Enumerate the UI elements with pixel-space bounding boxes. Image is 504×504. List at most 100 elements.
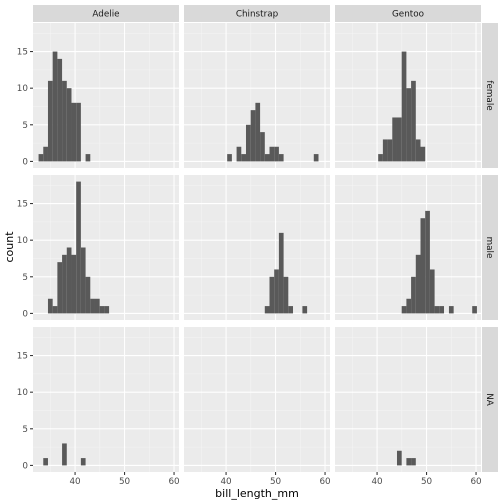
- histogram-bar: [429, 269, 435, 314]
- histogram-bar: [76, 102, 81, 162]
- histogram-bar: [264, 154, 270, 162]
- histogram-bar: [76, 181, 81, 314]
- histogram-bar: [80, 458, 86, 466]
- panel-na-gentoo: [335, 327, 481, 472]
- histogram-bar: [85, 154, 91, 162]
- panel-male-gentoo: [335, 175, 481, 320]
- panel-background: [33, 175, 179, 320]
- histogram-bar: [57, 58, 63, 162]
- histogram-bar: [406, 458, 412, 466]
- histogram-bar: [387, 139, 393, 162]
- x-tick-label: 50: [270, 477, 282, 487]
- histogram-bar: [104, 306, 110, 314]
- facet-label-chinstrap: Chinstrap: [236, 10, 279, 20]
- histogram-bar: [411, 458, 416, 466]
- x-tick-label: 40: [220, 477, 232, 487]
- y-tick-label: 0: [22, 309, 28, 319]
- histogram-bar: [411, 276, 416, 314]
- histogram-bar: [85, 276, 91, 314]
- panel-female-gentoo: [335, 23, 481, 168]
- histogram-bar: [52, 306, 58, 314]
- facet-label-adelie: Adelie: [92, 10, 119, 20]
- histogram-bar: [283, 276, 289, 314]
- panels-layer: Adelie Chinstrap Gentoo female male NA 0 5 10 15 0…: [17, 5, 498, 487]
- histogram-bar: [406, 298, 412, 314]
- histogram-bar: [62, 254, 67, 314]
- histogram-bar: [47, 80, 53, 162]
- x-tick-label: 40: [69, 477, 81, 487]
- histogram-bar: [382, 139, 388, 162]
- histogram-bar: [274, 269, 279, 314]
- panel-background: [184, 175, 330, 320]
- histogram-bar: [62, 443, 67, 466]
- histogram-bar: [288, 306, 294, 314]
- histogram-bar: [250, 110, 256, 162]
- facet-label-female: female: [484, 80, 494, 110]
- x-tick-label: 50: [119, 477, 131, 487]
- histogram-bar: [406, 88, 412, 162]
- histogram-bar: [269, 146, 275, 162]
- facet-strip-adelie: [33, 5, 179, 22]
- y-tick-label: 5: [22, 425, 28, 435]
- y-axis-title: count: [3, 231, 16, 263]
- histogram-bar: [269, 276, 275, 314]
- histogram-bar: [57, 262, 63, 314]
- facet-label-male: male: [484, 237, 494, 259]
- y-tick-label: 10: [17, 236, 29, 246]
- histogram-bar: [401, 51, 407, 162]
- histogram-bar: [434, 306, 440, 314]
- facet-strip-female: [482, 23, 498, 168]
- x-tick-label: 50: [421, 477, 433, 487]
- histogram-bar: [38, 154, 44, 162]
- histogram-bar: [278, 232, 284, 314]
- histogram-bar: [396, 117, 402, 162]
- panel-na-adelie: [33, 327, 179, 472]
- histogram-bar: [448, 306, 454, 314]
- histogram-bar: [313, 154, 319, 162]
- panel-female-adelie: [33, 23, 179, 168]
- facet-label-na: NA: [484, 393, 494, 406]
- histogram-bar: [52, 51, 58, 162]
- histogram-bar: [90, 298, 95, 314]
- facet-strip-male: [482, 175, 498, 320]
- histogram-bar: [241, 154, 246, 162]
- panel-background: [335, 327, 481, 472]
- facet-label-gentoo: Gentoo: [392, 10, 424, 20]
- x-tick-label: 60: [470, 477, 482, 487]
- panel-na-chinstrap: [184, 327, 330, 472]
- histogram-bar: [425, 210, 430, 314]
- facet-strip-gentoo: [335, 5, 481, 22]
- x-tick-label: 40: [371, 477, 383, 487]
- histogram-bar: [302, 306, 308, 314]
- histogram-bar: [80, 247, 86, 314]
- histogram-bar: [47, 298, 53, 314]
- y-tick-label: 5: [22, 273, 28, 283]
- histogram-bar: [401, 306, 407, 314]
- y-tick-label: 15: [17, 200, 28, 210]
- panel-female-chinstrap: [184, 23, 330, 168]
- histogram-bar: [236, 146, 242, 162]
- histogram-bar: [66, 247, 72, 314]
- y-tick-label: 0: [22, 157, 28, 167]
- y-tick-label: 10: [17, 388, 29, 398]
- facet-strip-na: [482, 327, 498, 472]
- histogram-bar: [274, 146, 279, 162]
- panel-male-chinstrap: [184, 175, 330, 320]
- histogram-bar: [71, 254, 77, 314]
- histogram-bar: [255, 102, 261, 162]
- histogram-bar: [420, 218, 426, 314]
- panel-background: [335, 175, 481, 320]
- histogram-bar: [415, 139, 421, 162]
- histogram-bar: [43, 458, 48, 466]
- panel-background: [33, 327, 179, 472]
- x-tick-label: 60: [168, 477, 180, 487]
- y-tick-label: 15: [17, 48, 28, 58]
- histogram-bar: [264, 306, 270, 314]
- histogram-bar: [439, 306, 445, 314]
- histogram-bar: [420, 146, 426, 162]
- y-tick-label: 10: [17, 84, 29, 94]
- x-tick-label: 60: [319, 477, 331, 487]
- histogram-bar: [415, 254, 421, 314]
- histogram-bar: [392, 117, 397, 162]
